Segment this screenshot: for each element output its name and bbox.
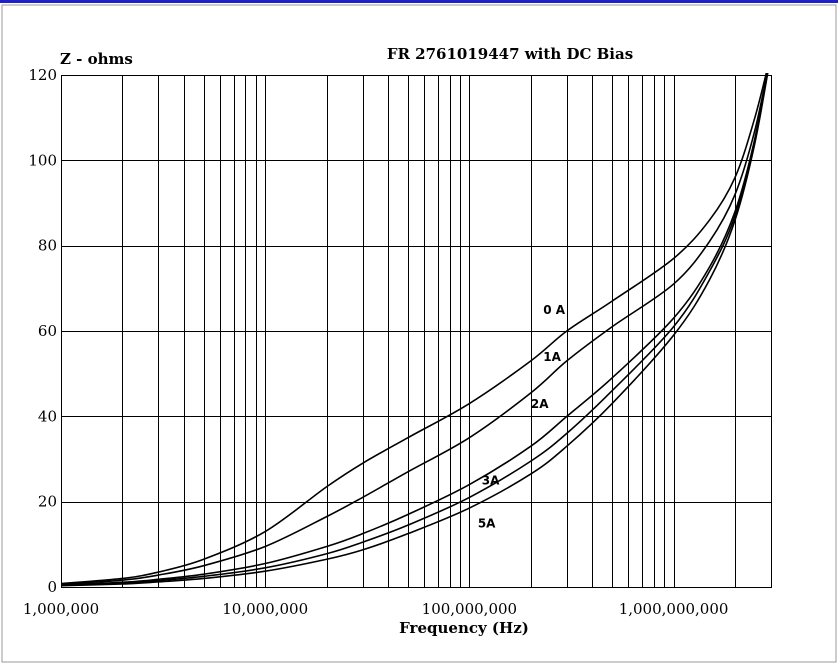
- y-axis-label: Z - ohms: [60, 50, 133, 68]
- x-tick-label: 1,000,000: [23, 600, 99, 618]
- curve-label-2: 2A: [531, 397, 549, 411]
- y-tick-label: 120: [28, 66, 57, 84]
- curve-label-0: 0 A: [543, 303, 566, 317]
- plot-area: [61, 75, 772, 588]
- curve-label-4: 5A: [478, 516, 496, 530]
- series-group: [61, 73, 769, 587]
- y-tick-label: 40: [38, 407, 57, 425]
- x-tick-label: 1,000,000,000: [619, 600, 729, 618]
- y-tick-label: 100: [28, 151, 57, 169]
- top-border: [0, 0, 838, 3]
- series-line-4: [61, 73, 769, 587]
- grid: [61, 75, 772, 588]
- x-tick-label: 100,000,000: [422, 600, 517, 618]
- curve-label-1: 1A: [543, 350, 561, 364]
- curve-label-3: 3A: [482, 474, 500, 488]
- curve-labels: 0 A 1A 2A 3A 5A: [478, 303, 566, 530]
- series-line-2: [61, 73, 769, 586]
- tick-labels: 0 20 40 60 80 100 120 1,000,000 10,000,000 100,00…: [23, 66, 729, 618]
- y-tick-label: 80: [38, 237, 57, 255]
- x-axis-label: Frequency (Hz): [399, 619, 529, 637]
- series-line-0: [61, 73, 768, 585]
- y-tick-label: 60: [38, 322, 57, 340]
- series-line-3: [61, 73, 769, 587]
- y-tick-label: 0: [47, 578, 57, 596]
- x-tick-label: 10,000,000: [222, 600, 308, 618]
- y-tick-label: 20: [38, 493, 57, 511]
- series-line-1: [61, 73, 768, 585]
- chart-title: FR 2761019447 with DC Bias: [387, 45, 633, 63]
- outer-frame: [1, 4, 837, 663]
